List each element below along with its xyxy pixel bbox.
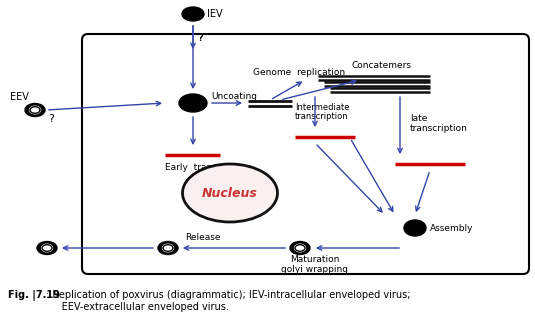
Ellipse shape xyxy=(37,242,57,255)
Text: IEV: IEV xyxy=(207,9,223,19)
Text: transcription: transcription xyxy=(295,111,349,120)
Text: ?: ? xyxy=(48,114,54,124)
FancyBboxPatch shape xyxy=(82,34,529,274)
Ellipse shape xyxy=(182,7,204,21)
Text: golyi wrapping: golyi wrapping xyxy=(281,266,348,275)
Ellipse shape xyxy=(25,103,45,117)
Text: Nucleus: Nucleus xyxy=(202,186,258,200)
Text: Fig. |7.19: Fig. |7.19 xyxy=(8,290,60,301)
Text: Early  transcription: Early transcription xyxy=(165,162,251,172)
Text: Maturation: Maturation xyxy=(291,255,340,265)
Text: Intermediate: Intermediate xyxy=(295,102,349,111)
Text: late: late xyxy=(410,113,427,122)
Text: Genome  replication: Genome replication xyxy=(253,68,345,77)
Ellipse shape xyxy=(179,94,207,112)
Text: EEV: EEV xyxy=(10,92,29,102)
Text: Uncoating: Uncoating xyxy=(211,91,257,100)
Ellipse shape xyxy=(290,242,310,255)
Text: Assembly: Assembly xyxy=(430,224,473,233)
Text: : Replication of poxvirus (diagrammatic); IEV-intracellular enveloped virus;: : Replication of poxvirus (diagrammatic)… xyxy=(46,290,410,300)
Ellipse shape xyxy=(29,106,41,114)
Ellipse shape xyxy=(163,244,173,252)
Ellipse shape xyxy=(294,244,305,252)
Ellipse shape xyxy=(42,244,52,252)
Ellipse shape xyxy=(182,164,278,222)
Text: ?: ? xyxy=(197,33,203,43)
Ellipse shape xyxy=(158,242,178,255)
Text: ?: ? xyxy=(197,33,203,43)
Text: Concatemers: Concatemers xyxy=(352,60,412,69)
Text: transcription: transcription xyxy=(410,123,468,132)
Text: Release: Release xyxy=(185,233,220,242)
Text: EEV-extracellular enveloped virus.: EEV-extracellular enveloped virus. xyxy=(46,302,229,312)
Ellipse shape xyxy=(404,220,426,236)
